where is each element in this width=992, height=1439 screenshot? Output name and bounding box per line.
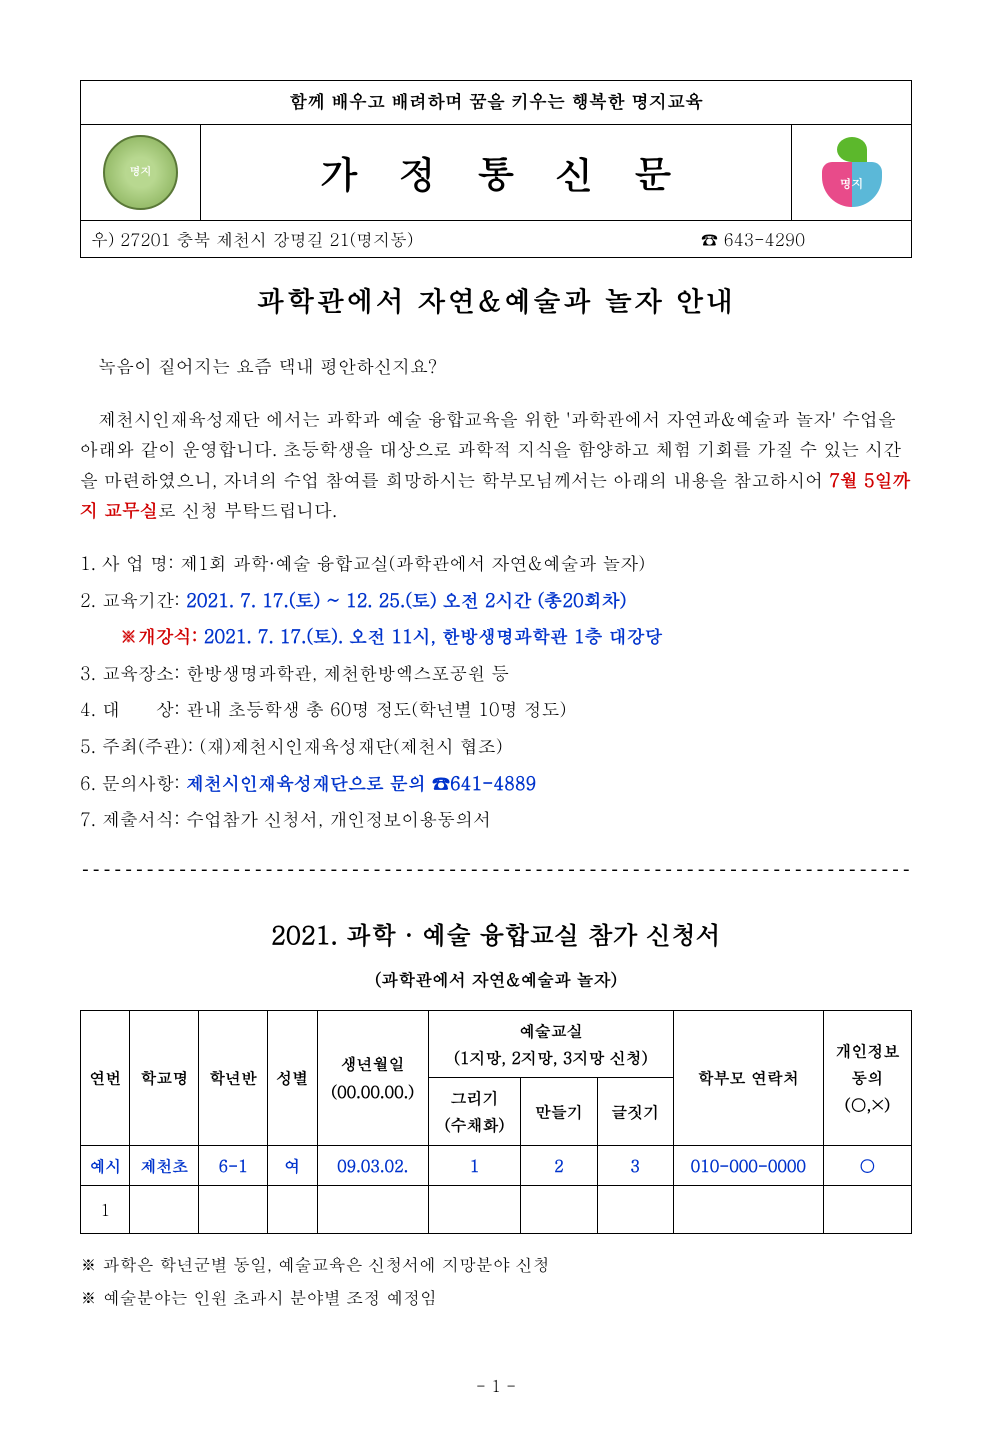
ex-making: 2 (521, 1145, 597, 1185)
blank-grade[interactable] (199, 1185, 268, 1233)
item1-value: 제1회 과학·예술 융합교실(과학관에서 자연&예술과 놀자) (174, 551, 645, 576)
ex-school: 제천초 (130, 1145, 199, 1185)
info-item-2-note: ※개강식: 2021. 7. 17.(토). 오전 11시, 한방생명과학관 1… (80, 622, 912, 653)
application-form-subtitle: (과학관에서 자연&예술과 놀자) (80, 965, 912, 994)
document-type-title: 가 정 통 신 문 (201, 140, 791, 205)
ex-contact: 010-000-0000 (673, 1145, 823, 1185)
note-1: ※ 과학은 학년군별 동일, 예술교육은 신청서에 지망분야 신청 (80, 1250, 912, 1279)
col-birth-line2: (00.00.00.) (331, 1080, 414, 1103)
ex-grade: 6-1 (199, 1145, 268, 1185)
greeting-paragraph: 녹음이 짙어지는 요즘 댁내 평안하신지요? (80, 352, 912, 383)
col-drawing-line1: 그리기 (451, 1086, 499, 1109)
ex-consent: ○ (823, 1145, 911, 1185)
info-item-5: 5. 주최(주관): (재)제천시인재육성재단(제천시 협조) (80, 732, 912, 763)
col-seq: 연번 (81, 1010, 130, 1145)
blank-making[interactable] (521, 1185, 597, 1233)
col-art-group-line1: 예술교실 (519, 1019, 583, 1042)
info-list: 1. 사 업 명: 제1회 과학·예술 융합교실(과학관에서 자연&예술과 놀자… (80, 549, 912, 836)
blank-drawing[interactable] (428, 1185, 520, 1233)
col-consent-line1: 개인정보 (835, 1039, 899, 1062)
ex-seq: 예시 (81, 1145, 130, 1185)
ex-drawing: 1 (428, 1145, 520, 1185)
item1-label: 1. 사 업 명: (80, 551, 174, 576)
ex-gender: 여 (268, 1145, 317, 1185)
note-2: ※ 예술분야는 인원 초과시 분야별 조정 예정임 (80, 1283, 912, 1312)
info-item-7: 7. 제출서식: 수업참가 신청서, 개인정보이용동의서 (80, 805, 912, 836)
table-example-row: 예시 제천초 6-1 여 09.03.02. 1 2 3 010-000-000… (81, 1145, 912, 1185)
ex-writing: 3 (597, 1145, 673, 1185)
col-consent-line2: 동의 (851, 1066, 883, 1089)
col-birth: 생년월일 (00.00.00.) (317, 1010, 428, 1145)
letterhead: 함께 배우고 배려하며 꿈을 키우는 행복한 명지교육 명지 가 정 통 신 문… (80, 80, 912, 258)
blank-birth[interactable] (317, 1185, 428, 1233)
blank-seq[interactable]: 1 (81, 1185, 130, 1233)
school-logo-left: 명지 (81, 125, 201, 220)
info-item-6: 6. 문의사항: 제천시인재육성재단으로 문의 ☎641-4889 (80, 769, 912, 800)
application-form-title: 2021. 과학 · 예술 융합교실 참가 신청서 (80, 914, 912, 957)
item2-label: 2. 교육기간: (80, 588, 186, 613)
item2-note-value: 2021. 7. 17.(토). 오전 11시, 한방생명과학관 1층 대강당 (204, 624, 663, 649)
header-address-row: 우) 27201 충북 제천시 강명길 21(명지동) ☎ 643-4290 (81, 221, 911, 258)
page-number: - 1 - (80, 1372, 912, 1399)
blank-school[interactable] (130, 1185, 199, 1233)
col-drawing: 그리기 (수채화) (428, 1078, 520, 1145)
col-contact: 학부모 연락처 (673, 1010, 823, 1145)
col-consent: 개인정보 동의 (○,×) (823, 1010, 911, 1145)
blank-consent[interactable] (823, 1185, 911, 1233)
blank-writing[interactable] (597, 1185, 673, 1233)
col-drawing-line2: (수채화) (445, 1113, 505, 1136)
col-writing: 글짓기 (597, 1078, 673, 1145)
form-notes: ※ 과학은 학년군별 동일, 예술교육은 신청서에 지망분야 신청 ※ 예술분야… (80, 1250, 912, 1312)
info-item-1: 1. 사 업 명: 제1회 과학·예술 융합교실(과학관에서 자연&예술과 놀자… (80, 549, 912, 580)
col-art-group-line2: (1지망, 2지망, 3지망 신청) (454, 1046, 648, 1069)
intro-paragraph: 제천시인재육성재단 에서는 과학과 예술 융합교육을 위한 '과학관에서 자연과… (80, 405, 912, 527)
col-consent-line3: (○,×) (845, 1093, 891, 1116)
blank-contact[interactable] (673, 1185, 823, 1233)
info-item-4: 4. 대 상: 관내 초등학생 총 60명 정도(학년별 10명 정도) (80, 695, 912, 726)
school-logo-right: 명지 (791, 125, 911, 220)
item2-note-label: ※개강식: (120, 624, 204, 649)
intro-text-after: 로 신청 부탁드립니다. (158, 498, 337, 523)
table-header-row-1: 연번 학교명 학년반 성별 생년월일 (00.00.00.) 예술교실 (1지망… (81, 1010, 912, 1077)
sprout-mascot-icon: 명지 (822, 137, 882, 207)
intro-text-before: 제천시인재육성재단 에서는 과학과 예술 융합교육을 위한 '과학관에서 자연과… (80, 407, 901, 493)
col-making: 만들기 (521, 1078, 597, 1145)
info-item-2: 2. 교육기간: 2021. 7. 17.(토) ~ 12. 25.(토) 오전… (80, 586, 912, 617)
item6-value: 제천시인재육성재단으로 문의 ☎641-4889 (186, 771, 536, 796)
ex-birth: 09.03.02. (317, 1145, 428, 1185)
notice-title: 과학관에서 자연&예술과 놀자 안내 (80, 276, 912, 324)
blank-gender[interactable] (268, 1185, 317, 1233)
col-art-group: 예술교실 (1지망, 2지망, 3지망 신청) (428, 1010, 673, 1077)
header-main-row: 명지 가 정 통 신 문 명지 (81, 125, 911, 221)
section-divider: ----------------------------------------… (80, 856, 912, 887)
col-school: 학교명 (130, 1010, 199, 1145)
item6-label: 6. 문의사항: (80, 771, 186, 796)
table-blank-row: 1 (81, 1185, 912, 1233)
school-address: 우) 27201 충북 제천시 강명길 21(명지동) (91, 225, 701, 254)
header-slogan: 함께 배우고 배려하며 꿈을 키우는 행복한 명지교육 (81, 81, 911, 125)
school-phone: ☎ 643-4290 (701, 225, 901, 254)
item2-value: 2021. 7. 17.(토) ~ 12. 25.(토) 오전 2시간 (총20… (186, 588, 627, 613)
col-gender: 성별 (268, 1010, 317, 1145)
col-grade: 학년반 (199, 1010, 268, 1145)
col-birth-line1: 생년월일 (341, 1052, 405, 1075)
application-table: 연번 학교명 학년반 성별 생년월일 (00.00.00.) 예술교실 (1지망… (80, 1010, 912, 1234)
info-item-3: 3. 교육장소: 한방생명과학관, 제천한방엑스포공원 등 (80, 659, 912, 690)
school-emblem-icon: 명지 (103, 135, 178, 210)
